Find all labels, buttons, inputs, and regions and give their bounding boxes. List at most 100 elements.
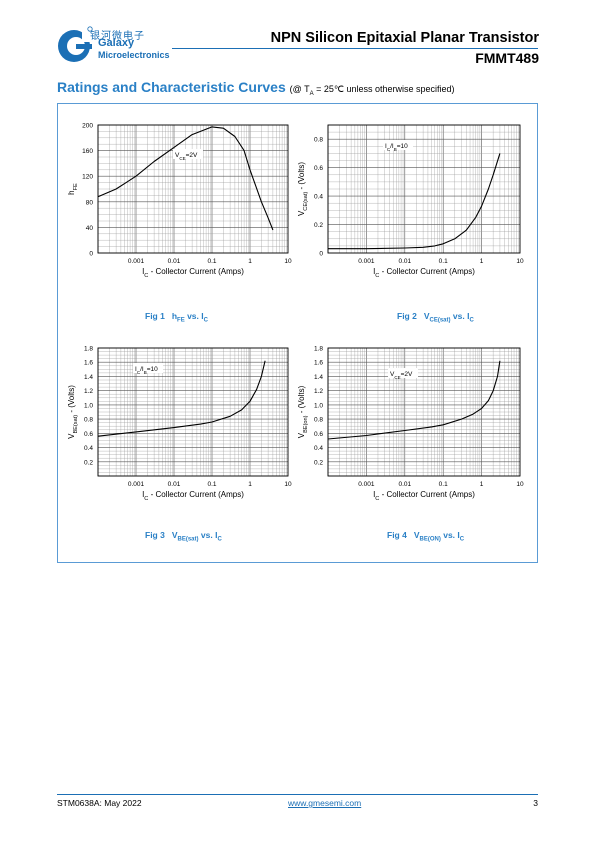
section-title-text: Ratings and Characteristic Curves [57,79,286,95]
y-axis-label: hFE [67,183,79,195]
y-tick-label: 0 [319,251,323,258]
document-title: NPN Silicon Epitaxial Planar Transistor [270,30,539,46]
y-tick-label: 0.8 [84,417,93,424]
company-name-line1: Galaxy [98,37,135,49]
y-tick-labels: 1.8 1.6 1.4 1.2 1.0 0.8 0.6 0.4 0.2 [314,346,323,467]
x-tick-label: 0.01 [168,481,181,488]
x-tick-label: 0.1 [207,481,216,488]
company-name-line2: Microelectronics [98,50,170,60]
y-tick-label: 0.4 [314,194,323,201]
chart-annotation: IC/IB=10 [385,143,408,152]
chart-fig2-vcesat: 0.001 0.01 0.1 1 10 0.8 0.6 0.4 0.2 0 IC - Collect… [297,124,524,279]
chart-fig1-hfe: 0.001 0.01 0.1 1 10 200 160 120 80 40 0 IC - Collec… [67,123,292,280]
series-line [327,360,501,440]
part-number: FMMT489 [475,50,539,66]
y-axis-label: VBE(on) - (Volts) [297,385,309,438]
x-tick-label: 0.01 [168,258,181,265]
x-axis-label: IC - Collector Current (Amps) [142,490,244,502]
fig2-caption: Fig 2 VCE(sat) vs. IC [397,311,474,324]
chart-grid [97,124,288,254]
x-tick-label: 0.001 [358,258,375,265]
y-tick-label: 0.2 [314,459,323,466]
x-tick-labels: 0.001 0.01 0.1 1 10 [128,481,292,488]
annotation-bg [173,149,203,159]
figure-number: Fig 2 [397,311,417,321]
y-tick-label: 200 [82,123,93,130]
y-tick-label: 1.8 [84,346,93,353]
fig1-caption: Fig 1 hFE vs. IC [145,311,208,324]
plot-frame [327,124,521,254]
section-condition: (@ TA = 25℃ unless otherwise specified) [289,84,455,97]
y-tick-label: 1.0 [314,402,323,409]
chart-fig3-vbesat: 0.001 0.01 0.1 1 10 1.8 1.6 1.4 1.2 1.0 0.8 0.6 0.4 0… [67,346,292,503]
figure-number: Fig 4 [387,530,407,540]
fig3-caption: Fig 3 VBE(sat) vs. IC [145,530,222,543]
y-tick-label: 40 [86,225,94,232]
x-tick-label: 1 [480,481,484,488]
y-tick-label: 80 [86,199,94,206]
x-tick-label: 0.001 [358,481,375,488]
charts-panel [57,103,538,563]
footer-website-link[interactable]: www.gmesemi.com [288,798,362,808]
x-tick-label: 1 [248,481,252,488]
fig4-caption: Fig 4 VBE(ON) vs. IC [387,530,465,543]
y-tick-label: 1.2 [314,388,323,395]
x-tick-label: 1 [480,258,484,265]
company-name-cn: 银河微电子 [90,31,145,42]
chart-annotation: IC/IB=10 [135,366,158,375]
chart-fig4-vbeon: 0.001 0.01 0.1 1 10 1.8 1.6 1.4 1.2 1.0 0.8 0.6 0.4 0… [297,346,524,503]
plot-frame [97,124,289,254]
y-tick-label: 1.2 [84,388,93,395]
x-tick-label: 0.1 [207,258,216,265]
y-axis-label: VBE(sat) - (Volts) [67,385,79,439]
x-tick-label: 0.001 [128,481,145,488]
y-tick-label: 0.6 [314,431,323,438]
annotation-bg [383,140,413,150]
footer-divider [57,794,538,795]
y-tick-label: 0.8 [314,417,323,424]
x-tick-label: 1 [248,258,252,265]
y-tick-label: 1.0 [84,402,93,409]
x-tick-labels: 0.001 0.01 0.1 1 10 [358,481,524,488]
chart-annotation: VCE=2V [390,371,413,380]
x-tick-labels: 0.001 0.01 0.1 1 10 [358,258,524,265]
figure-number: Fig 3 [145,530,165,540]
y-tick-label: 0.2 [84,459,93,466]
series-line [97,126,274,231]
y-axis-label: VCE(sat) - (Volts) [297,162,309,216]
y-tick-label: 1.4 [84,374,93,381]
y-tick-label: 1.6 [84,360,93,367]
x-axis-label: IC - Collector Current (Amps) [142,267,244,279]
figure-number: Fig 1 [145,311,165,321]
y-tick-label: 0.6 [84,431,93,438]
x-tick-label: 0.01 [398,258,411,265]
x-tick-label: 10 [284,481,292,488]
x-tick-label: 0.01 [398,481,411,488]
y-tick-labels: 0.8 0.6 0.4 0.2 0 [314,137,323,258]
x-tick-label: 0.1 [439,258,448,265]
y-tick-labels: 1.8 1.6 1.4 1.2 1.0 0.8 0.6 0.4 0.2 [84,346,93,467]
plot-frame [327,347,521,477]
x-tick-label: 0.1 [439,481,448,488]
y-tick-label: 0.2 [314,222,323,229]
x-tick-labels: 0.001 0.01 0.1 1 10 [128,258,292,265]
y-tick-label: 1.6 [314,360,323,367]
y-tick-labels: 200 160 120 80 40 0 [82,123,93,258]
chart-annotation: VCE=2V [175,152,198,161]
x-tick-label: 10 [284,258,292,265]
plot-frame [97,347,289,477]
x-axis-label: IC - Collector Current (Amps) [373,490,475,502]
series-line [97,360,266,437]
annotation-bg [133,363,163,373]
x-tick-label: 10 [516,258,524,265]
x-tick-label: 0.001 [128,258,145,265]
y-tick-label: 0.8 [314,137,323,144]
y-tick-label: 0.4 [84,445,93,452]
footer-page-number: 3 [533,798,538,808]
chart-grid [327,347,520,477]
galaxy-logo-icon [58,26,96,62]
chart-grid [327,124,520,254]
y-tick-label: 0.4 [314,445,323,452]
chart-grid [97,347,288,477]
y-tick-label: 1.4 [314,374,323,381]
